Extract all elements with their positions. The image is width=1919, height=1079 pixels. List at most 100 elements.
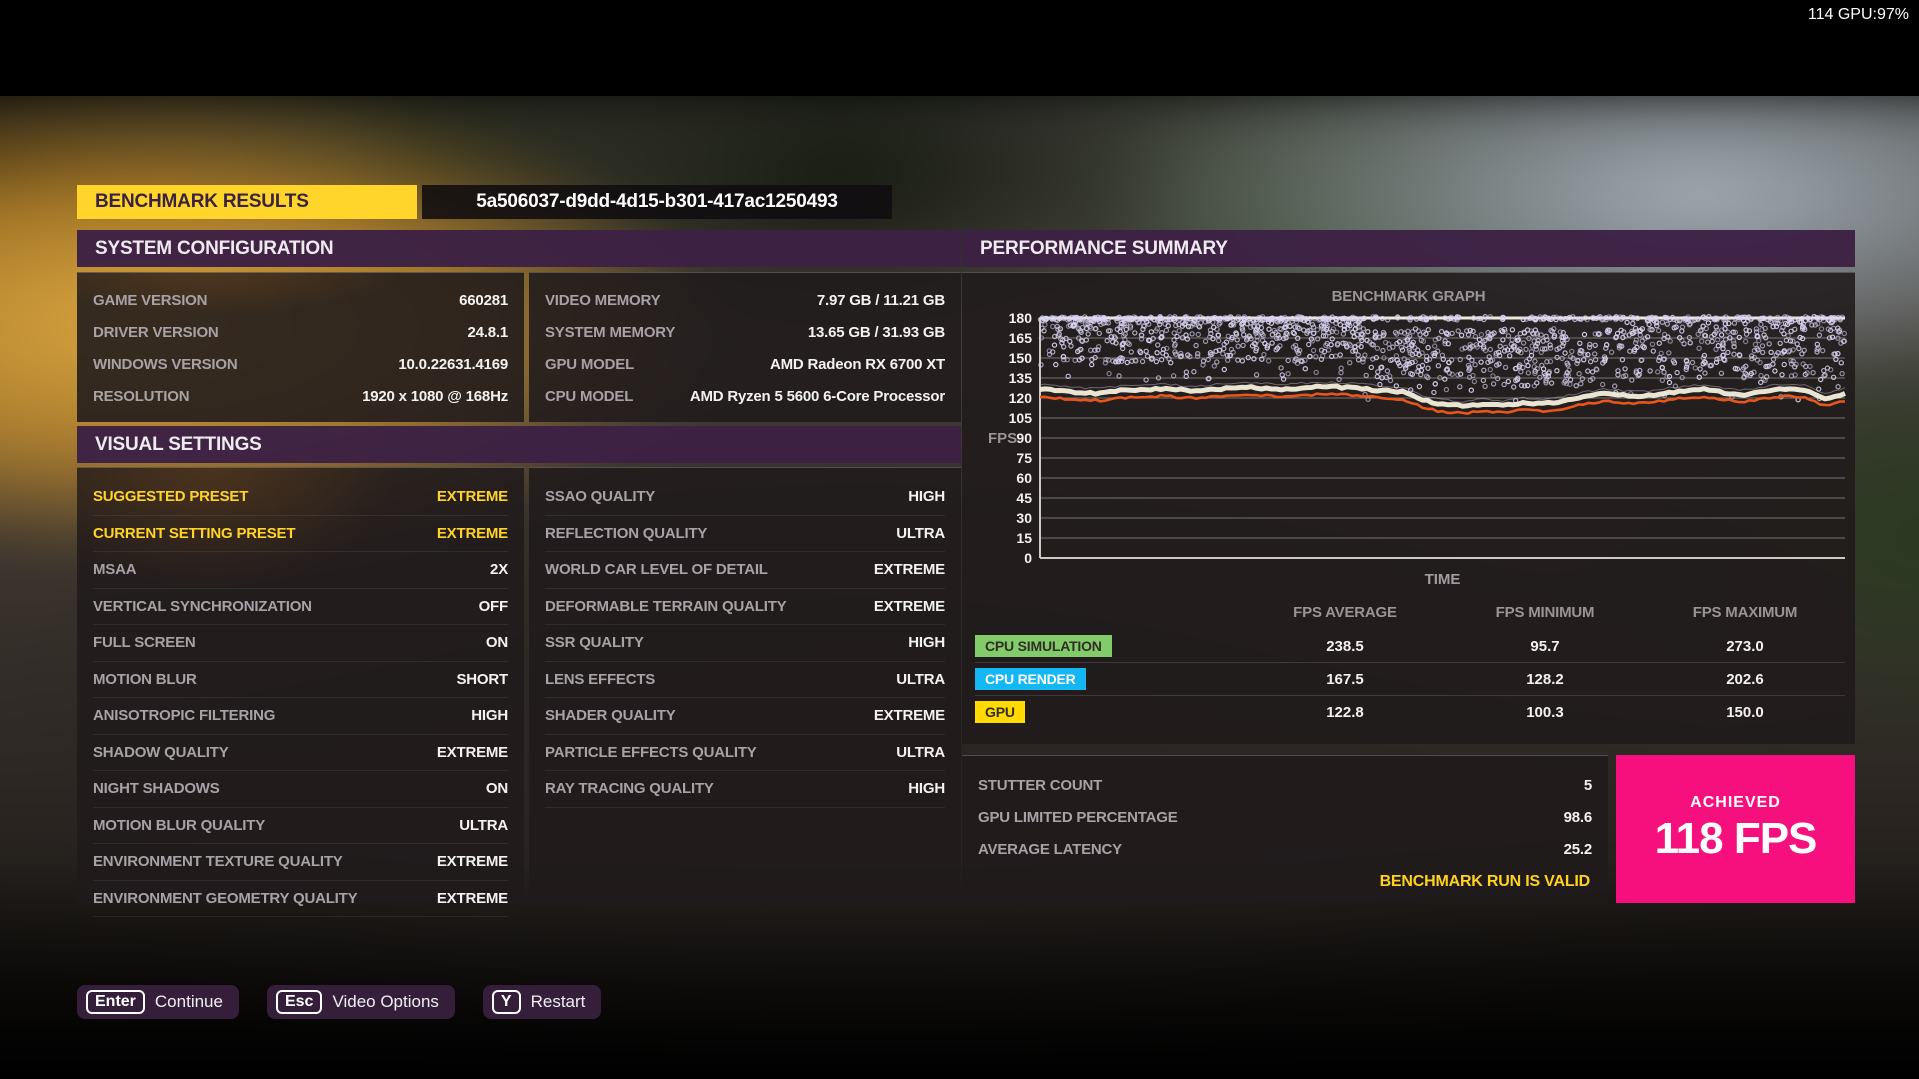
setting-value: HIGH (471, 707, 508, 725)
setting-label: MOTION BLUR QUALITY (93, 816, 266, 834)
svg-text:120: 120 (1009, 390, 1033, 406)
stat-row: STUTTER COUNT 5 (978, 769, 1592, 801)
benchmark-stats-rows: STUTTER COUNT 5 GPU LIMITED PERCENTAGE 98.6… (962, 755, 1608, 865)
svg-text:135: 135 (1009, 370, 1033, 386)
stat-label: GPU LIMITED PERCENTAGE (978, 808, 1178, 826)
fps-maximum-value: 202.6 (1726, 670, 1764, 688)
setting-value: 24.8.1 (467, 323, 508, 341)
performance-summary-header: PERFORMANCE SUMMARY (962, 230, 1855, 267)
restart-button[interactable]: Y Restart (482, 985, 602, 1019)
visual-settings-right-panel: SSAO QUALITY HIGH REFLECTION QUALITY ULTRA W… (529, 467, 961, 904)
continue-button[interactable]: Enter Continue (77, 985, 239, 1019)
visual-settings-left-panel: SUGGESTED PRESET EXTREME CURRENT SETTING P… (77, 467, 524, 917)
svg-text:30: 30 (1016, 510, 1032, 526)
stat-value: 25.2 (1563, 840, 1593, 858)
fps-table-rows: CPU SIMULATION 238.5 95.7 273.0 CPU RENDER 16… (975, 630, 1845, 728)
footer-buttons: Enter Continue Esc Video Options Y Restart (77, 985, 602, 1019)
system-configuration-right-rows: VIDEO MEMORY 7.97 GB / 11.21 GB SYSTEM MEM… (529, 272, 961, 412)
setting-value: EXTREME (436, 853, 508, 871)
setting-label: VERTICAL SYNCHRONIZATION (93, 597, 312, 615)
setting-label: SHADOW QUALITY (93, 743, 229, 761)
setting-label: RAY TRACING QUALITY (545, 780, 714, 798)
svg-text:60: 60 (1016, 470, 1032, 486)
setting-row: FULL SCREEN ON (93, 625, 508, 662)
setting-row: RESOLUTION 1920 x 1080 @ 168Hz (93, 380, 508, 412)
setting-value: HIGH (908, 780, 945, 798)
fps-table-header: FPS AVERAGE FPS MINIMUM FPS MAXIMUM (975, 604, 1845, 621)
setting-label: ENVIRONMENT TEXTURE QUALITY (93, 853, 343, 871)
setting-value: AMD Ryzen 5 5600 6-Core Processor (689, 387, 945, 405)
keycap-enter: Enter (86, 990, 145, 1014)
benchmark-run-id: 5a506037-d9dd-4d15-b301-417ac1250493 (422, 185, 892, 219)
setting-value: 2X (490, 561, 508, 579)
series-badge: CPU RENDER (975, 668, 1086, 690)
video-options-button[interactable]: Esc Video Options (266, 985, 455, 1019)
fps-table-column: FPS MINIMUM (1495, 604, 1595, 621)
svg-text:90: 90 (1016, 430, 1032, 446)
setting-row: GPU MODEL AMD Radeon RX 6700 XT (545, 348, 945, 380)
setting-row: SSAO QUALITY HIGH (545, 479, 945, 516)
setting-value: EXTREME (873, 597, 945, 615)
fps-table-column: FPS MAXIMUM (1692, 604, 1798, 621)
setting-label: WINDOWS VERSION (93, 355, 238, 373)
benchmark-stats-panel: STUTTER COUNT 5 GPU LIMITED PERCENTAGE 98.6… (962, 755, 1608, 903)
system-configuration-header: SYSTEM CONFIGURATION (77, 230, 961, 267)
setting-row: VERTICAL SYNCHRONIZATION OFF (93, 589, 508, 625)
setting-label: SYSTEM MEMORY (545, 323, 676, 341)
setting-row: DEFORMABLE TERRAIN QUALITY EXTREME (545, 589, 945, 625)
benchmark-valid-text: BENCHMARK RUN IS VALID (1379, 873, 1591, 890)
setting-row: WORLD CAR LEVEL OF DETAIL EXTREME (545, 552, 945, 589)
setting-value: 10.0.22631.4169 (398, 355, 508, 373)
fps-table-row: CPU RENDER 167.5 128.2 202.6 (975, 663, 1845, 696)
stat-label: AVERAGE LATENCY (978, 840, 1122, 858)
setting-value: ULTRA (896, 743, 945, 761)
setting-value: ON (485, 634, 508, 652)
stat-row: GPU LIMITED PERCENTAGE 98.6 (978, 801, 1592, 833)
setting-label: REFLECTION QUALITY (545, 524, 708, 542)
setting-row: SHADOW QUALITY EXTREME (93, 735, 508, 771)
system-configuration-left-panel: GAME VERSION 660281 DRIVER VERSION 24.8.1 WI… (77, 272, 524, 422)
stat-value: 5 (1583, 776, 1592, 794)
benchmark-graph-title: BENCHMARK GRAPH (1331, 288, 1486, 305)
setting-row: DRIVER VERSION 24.8.1 (93, 316, 508, 348)
setting-value: ULTRA (459, 816, 508, 834)
fps-table-row: CPU SIMULATION 238.5 95.7 273.0 (975, 630, 1845, 663)
setting-label: MOTION BLUR (93, 670, 197, 688)
fps-table-row: GPU 122.8 100.3 150.0 (975, 696, 1845, 728)
setting-label: ANISOTROPIC FILTERING (93, 707, 276, 725)
visual-settings-left-rows: SUGGESTED PRESET EXTREME CURRENT SETTING P… (77, 467, 524, 917)
setting-row: SUGGESTED PRESET EXTREME (93, 479, 508, 516)
setting-row: MOTION BLUR SHORT (93, 662, 508, 698)
button-label: Restart (530, 992, 586, 1011)
setting-value: HIGH (908, 634, 945, 652)
button-label: Continue (154, 992, 223, 1011)
fps-minimum-value: 128.2 (1526, 670, 1564, 688)
setting-row: LENS EFFECTS ULTRA (545, 662, 945, 698)
setting-label: NIGHT SHADOWS (93, 780, 220, 798)
setting-row: RAY TRACING QUALITY HIGH (545, 771, 945, 808)
setting-label: PARTICLE EFFECTS QUALITY (545, 743, 757, 761)
setting-label: FULL SCREEN (93, 634, 196, 652)
setting-label: VIDEO MEMORY (545, 291, 661, 309)
setting-value: HIGH (908, 488, 945, 506)
setting-value: EXTREME (436, 889, 508, 907)
setting-row: SYSTEM MEMORY 13.65 GB / 31.93 GB (545, 316, 945, 348)
series-badge: GPU (975, 701, 1025, 723)
setting-value: EXTREME (873, 707, 945, 725)
svg-text:75: 75 (1016, 450, 1032, 466)
setting-value: AMD Radeon RX 6700 XT (769, 355, 945, 373)
achieved-fps-box: ACHIEVED 118 FPS (1616, 755, 1855, 903)
setting-value: EXTREME (436, 488, 508, 506)
benchmark-results-title: BENCHMARK RESULTS (77, 185, 417, 219)
setting-row: ANISOTROPIC FILTERING HIGH (93, 698, 508, 735)
setting-row: VIDEO MEMORY 7.97 GB / 11.21 GB (545, 284, 945, 316)
svg-text:165: 165 (1009, 330, 1033, 346)
setting-row: MSAA 2X (93, 552, 508, 589)
fps-maximum-value: 150.0 (1726, 703, 1764, 721)
setting-label: SSR QUALITY (545, 634, 644, 652)
fps-average-value: 238.5 (1326, 637, 1364, 655)
setting-label: GAME VERSION (93, 291, 208, 309)
setting-row: CPU MODEL AMD Ryzen 5 5600 6-Core Process… (545, 380, 945, 412)
setting-row: SSR QUALITY HIGH (545, 625, 945, 662)
setting-value: 660281 (459, 291, 508, 309)
